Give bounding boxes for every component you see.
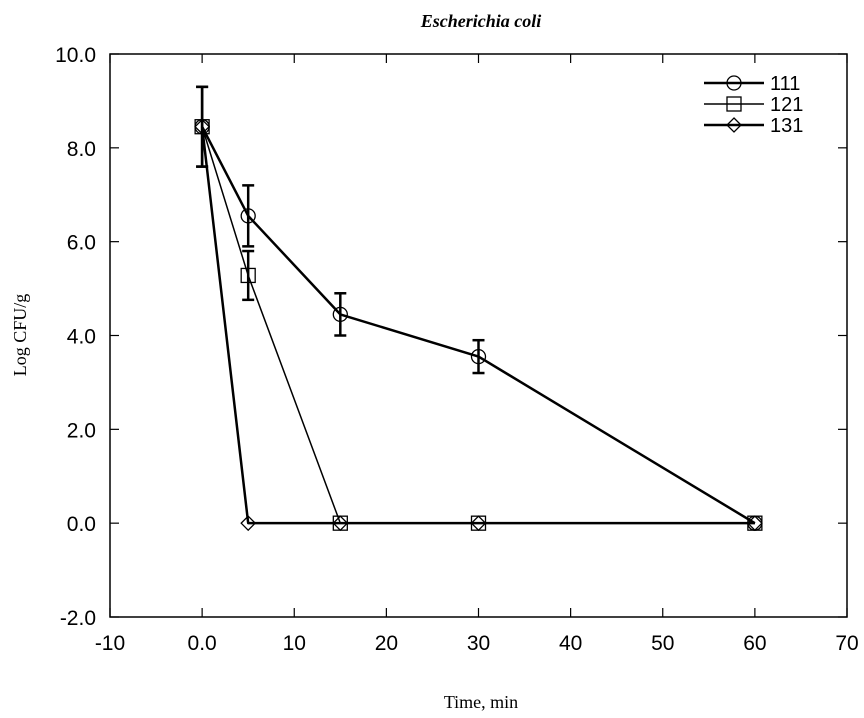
error-bar <box>242 184 255 248</box>
data-point-131 <box>470 515 487 532</box>
legend-marker-131 <box>726 117 742 133</box>
legend-label: 131 <box>770 115 803 137</box>
series-line-131 <box>200 126 755 525</box>
x-tick-label: 70 <box>835 632 858 655</box>
y-tick-label: 10.0 <box>55 44 96 67</box>
error-bar <box>196 85 209 168</box>
x-ticks: -10 0.0 10 20 30 40 50 60 70 <box>95 54 859 655</box>
y-tick-label: -2.0 <box>60 607 96 630</box>
data-point-131 <box>194 118 211 135</box>
legend-label: 111 <box>770 73 800 95</box>
error-bar <box>334 292 347 337</box>
legend-item-121: 121 <box>704 94 803 116</box>
y-tick-label: 0.0 <box>67 513 96 536</box>
y-tick-label: 4.0 <box>67 326 96 349</box>
legend-item-131: 131 <box>704 115 803 137</box>
y-tick-label: 2.0 <box>67 419 96 442</box>
data-point-121 <box>240 267 256 284</box>
x-axis-label: Time, min <box>444 692 518 712</box>
data-point-131 <box>746 515 763 532</box>
error-bars <box>196 85 485 375</box>
legend-item-111: 111 <box>704 73 800 95</box>
legend-marker-111 <box>726 75 742 91</box>
x-tick-label: 60 <box>743 632 766 655</box>
y-ticks: -2.0 0.0 2.0 4.0 6.0 8.0 10.0 <box>55 44 847 630</box>
error-bar <box>242 249 255 302</box>
x-tick-label: 20 <box>375 632 398 655</box>
y-axis-label: Log CFU/g <box>10 294 30 377</box>
x-tick-label: 30 <box>467 632 490 655</box>
legend-label: 121 <box>770 94 803 116</box>
x-tick-label: 0.0 <box>188 632 217 655</box>
data-point-131 <box>332 515 349 532</box>
data-point-111 <box>240 208 256 224</box>
series-line-121 <box>201 126 755 524</box>
series-lines <box>200 126 756 525</box>
series-line-111 <box>201 126 756 525</box>
x-tick-label: -10 <box>95 632 125 655</box>
y-tick-label: 6.0 <box>67 232 96 255</box>
y-tick-label: 8.0 <box>67 138 96 161</box>
error-bar <box>472 338 485 375</box>
data-point-131 <box>240 515 257 532</box>
plot-frame <box>109 53 848 618</box>
chart-title: Escherichia coli <box>420 11 542 31</box>
data-point-111 <box>470 348 487 365</box>
x-tick-label: 10 <box>283 632 306 655</box>
x-tick-label: 40 <box>559 632 582 655</box>
x-tick-label: 50 <box>651 632 674 655</box>
legend-marker-121 <box>726 96 742 112</box>
series-markers <box>194 118 763 532</box>
data-point-111 <box>332 306 348 323</box>
